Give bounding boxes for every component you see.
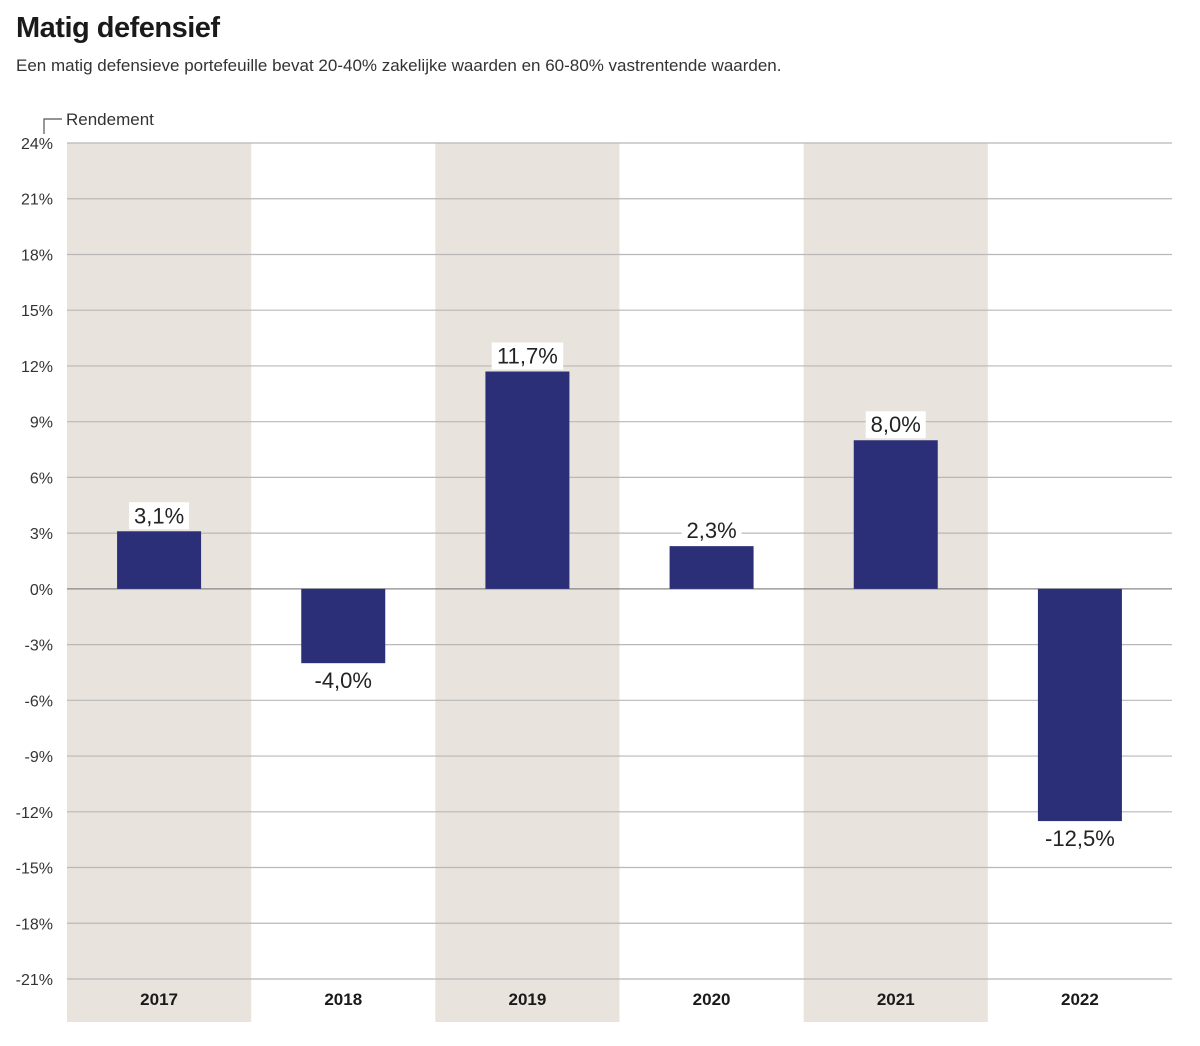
y-tick-label: 15% <box>21 303 53 320</box>
y-tick-label: -15% <box>16 861 53 878</box>
data-label-background <box>865 411 926 439</box>
chart-title: Matig defensief <box>16 12 220 44</box>
category-label-2021: 2021 <box>877 990 915 1009</box>
category-label-2017: 2017 <box>140 990 178 1009</box>
category-label-2018: 2018 <box>324 990 362 1009</box>
bar-2017 <box>117 531 202 589</box>
y-tick-label: -6% <box>25 693 53 710</box>
data-label-2021: 8,0% <box>871 412 921 437</box>
data-label-2018: -4,0% <box>315 668 372 693</box>
y-tick-label: 18% <box>21 247 53 264</box>
y-tick-label: -21% <box>16 972 53 989</box>
gridlines <box>67 142 1172 980</box>
y-axis-label: Rendement <box>66 110 154 129</box>
bar-2018 <box>301 588 386 664</box>
y-tick-label: 6% <box>30 470 53 487</box>
bar-2022 <box>1037 588 1122 822</box>
y-tick-label: -12% <box>16 805 53 822</box>
category-label-2020: 2020 <box>693 990 731 1009</box>
y-tick-label: 3% <box>30 526 53 543</box>
data-label-background <box>681 517 742 545</box>
data-label-background <box>129 502 190 530</box>
y-tick-label: 24% <box>21 136 53 153</box>
y-tick-label: 21% <box>21 192 53 209</box>
y-axis-label-bracket <box>43 118 62 134</box>
y-tick-label: -3% <box>25 638 53 655</box>
bar-2020 <box>669 546 754 589</box>
bar-2019 <box>485 371 570 589</box>
data-label-2020: 2,3% <box>687 518 737 543</box>
category-label-2019: 2019 <box>509 990 547 1009</box>
y-tick-label: 9% <box>30 415 53 432</box>
bars <box>117 371 1122 822</box>
data-label-background <box>307 667 379 695</box>
y-tick-label: 12% <box>21 359 53 376</box>
category-label-2022: 2022 <box>1061 990 1099 1009</box>
data-label-2022: -12,5% <box>1045 826 1115 851</box>
data-label-2019: 11,7% <box>497 344 558 369</box>
y-tick-label: -18% <box>16 916 53 933</box>
bar-2021 <box>853 440 938 589</box>
column-shades <box>67 143 988 1022</box>
y-axis-ticks: 24% 21% 18% 15% 12% 9% 6% 3% 0% -3% -6% -9% -12% -15%… <box>16 136 53 989</box>
data-labels: 3,1% -4,0% 11,7% 2,3% 8,0% -12,5% <box>129 342 1122 853</box>
data-label-background <box>1038 825 1122 853</box>
data-label-2017: 3,1% <box>134 503 184 528</box>
data-label-background <box>491 342 564 370</box>
y-tick-label: 0% <box>30 582 53 599</box>
category-labels: 2017 2018 2019 2020 2021 2022 <box>140 990 1099 1009</box>
y-tick-label: -9% <box>25 749 53 766</box>
chart-subtitle: Een matig defensieve portefeuille bevat … <box>16 56 782 75</box>
